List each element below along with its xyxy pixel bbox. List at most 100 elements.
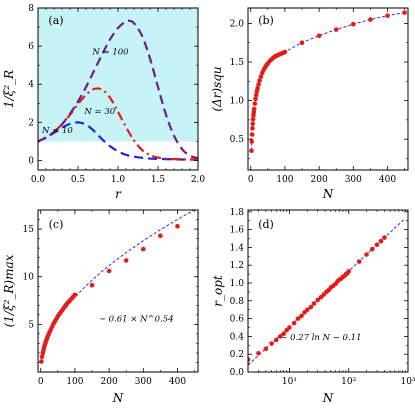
panel-label: (d) (258, 218, 274, 231)
plot-frame (37, 209, 199, 373)
data-point (249, 139, 255, 144)
y-tick-label: 0.2 (230, 350, 244, 360)
x-tick-label: 10¹ (282, 377, 297, 387)
data-point (299, 40, 305, 46)
data-point (281, 331, 286, 337)
data-point (370, 246, 375, 252)
y-axis-label: 1/ξ²_R (2, 70, 16, 108)
x-tick-label: 200 (101, 377, 118, 387)
x-tick-label: 100 (276, 175, 293, 185)
data-point (258, 74, 264, 79)
data-point (282, 49, 288, 55)
plot-frame (247, 7, 409, 171)
data-point (273, 337, 279, 343)
x-tick-label: 0 (248, 175, 254, 185)
data-point (374, 242, 380, 248)
y-tick-label: 1.2 (230, 261, 244, 271)
y-tick-label: 15 (23, 225, 35, 235)
data-point (257, 78, 262, 83)
y-tick-label: 0.4 (230, 332, 245, 342)
data-point (89, 282, 95, 288)
data-point (308, 304, 314, 310)
y-tick-label: 10 (23, 273, 35, 283)
y-tick-label: 2.0 (230, 19, 245, 29)
data-point (249, 132, 255, 137)
data-point (248, 357, 251, 362)
panel-c: 0 100 200 300 400 5 10 15 (c) ∼ 0.61 × N^0.54 N (1/… (2, 209, 199, 405)
data-point (295, 316, 301, 321)
y-tick-label: 4 (28, 80, 34, 90)
y-tick-label: 1.0 (230, 279, 245, 289)
data-point (250, 116, 256, 122)
data-point (277, 334, 283, 339)
points-group (248, 235, 387, 362)
y-tick-label: 0 (28, 156, 34, 166)
x-axis-label: N (322, 187, 334, 201)
data-point (263, 346, 269, 352)
data-point (255, 85, 260, 91)
data-point (140, 246, 146, 252)
data-point (368, 17, 373, 22)
data-point (315, 297, 321, 303)
points-group (39, 223, 180, 364)
y-axis-label: (Δr)squ (210, 66, 224, 111)
y-tick-label: 1.5 (230, 58, 245, 68)
fit-line (40, 210, 196, 362)
data-point (311, 301, 317, 306)
y-tick-label: 0.6 (230, 315, 245, 325)
x-tick-label: 10² (341, 377, 356, 387)
x-tick-label: 1.0 (111, 175, 126, 185)
x-tick-label: 400 (379, 175, 396, 185)
y-tick-label: 1.8 (230, 208, 245, 218)
panel-d: 10¹ 10² 10³ 0.0 0.2 0.4 0.6 0.8 1.0 1.2 1.4 1.6 1.8 (… (211, 208, 415, 405)
x-tick-label: 200 (311, 175, 328, 185)
data-point (299, 313, 304, 319)
data-point (346, 269, 352, 274)
data-point (106, 268, 112, 274)
data-point (385, 13, 390, 19)
data-point (249, 148, 254, 154)
x-tick-label: 300 (345, 175, 362, 185)
data-point (356, 259, 362, 264)
series-line (38, 121, 198, 161)
data-point (378, 238, 384, 244)
y-tick-label: 1.0 (230, 97, 245, 107)
data-point (123, 258, 129, 263)
fit-line (250, 12, 405, 151)
x-tick-label: 0 (38, 377, 44, 387)
y-tick-label: 6 (28, 42, 34, 52)
y-axis-label: (1/ξ²_R)max (2, 254, 16, 327)
fit-annotation: ∼ 0.27 ln N − 0.11 (280, 333, 361, 343)
data-point (39, 354, 45, 360)
data-point (256, 82, 261, 87)
fit-annotation: ∼ 0.61 × N^0.54 (99, 314, 174, 324)
panel-label: (a) (48, 14, 63, 27)
data-point (253, 92, 259, 98)
y-tick-label: 8 (28, 4, 34, 14)
data-point (382, 235, 387, 240)
panel-b: 0 100 200 300 400 0.5 1.0 1.5 2.0 (b) N (Δr)squ (210, 7, 409, 201)
panel-label: (b) (258, 14, 274, 27)
x-tick-label: 10³ (400, 377, 415, 387)
y-tick-label: 0.5 (230, 135, 245, 145)
curve-label: N = 30 (83, 107, 115, 117)
data-point (252, 101, 258, 106)
data-point (251, 106, 257, 112)
data-point (291, 320, 297, 326)
curve-label: N = 10 (41, 126, 73, 136)
x-axis-label: N (322, 391, 334, 405)
data-point (316, 33, 322, 39)
data-point (269, 341, 274, 346)
curve-label: N = 100 (91, 48, 129, 58)
series-line (38, 19, 198, 160)
x-tick-label: 2.0 (191, 175, 206, 185)
x-axis-label: r (115, 187, 122, 201)
y-axis-label: r_opt (211, 275, 225, 307)
panel-a: 0.0 0.5 1.0 1.5 2.0 0 2 4 6 8 (a) r 1/ξ²_R N = 10 N = … (2, 4, 205, 201)
x-tick-label: 100 (66, 377, 83, 387)
data-point (175, 223, 180, 229)
y-tick-label: 0.0 (230, 368, 245, 378)
data-point (287, 325, 292, 330)
data-point (402, 10, 407, 15)
